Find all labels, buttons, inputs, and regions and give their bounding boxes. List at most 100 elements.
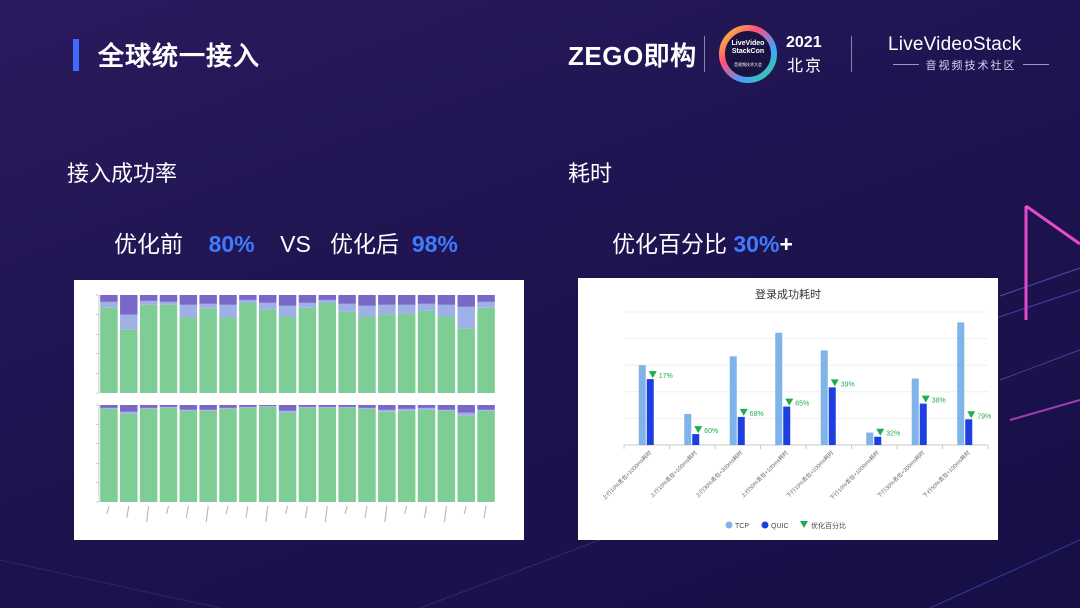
bottom-bar-success xyxy=(378,411,396,502)
improvement-label: 65% xyxy=(795,401,809,408)
bottom-bar-success xyxy=(219,408,237,502)
tcp-bar xyxy=(729,356,737,445)
legend-improvement-marker xyxy=(800,521,808,528)
category-label xyxy=(364,505,368,519)
bottom-bar-failure xyxy=(239,405,257,407)
category-label xyxy=(443,505,447,523)
vs-label: VS xyxy=(280,231,311,257)
livevideostack-logo: LiveVideoStack xyxy=(888,34,1022,55)
badge-subtitle: 音视频技术大会 xyxy=(734,62,762,67)
top-bar-success xyxy=(100,307,118,393)
quic-bar xyxy=(646,379,654,445)
quic-bar xyxy=(874,436,882,445)
bottom-bar-other xyxy=(437,409,456,411)
improvement-marker xyxy=(694,426,703,434)
top-bar-other xyxy=(358,305,376,317)
bottom-bar-other xyxy=(159,406,178,408)
bottom-bar-other xyxy=(219,407,237,409)
improvement-marker xyxy=(739,408,748,416)
bottom-bar-other xyxy=(318,406,337,408)
tcp-bar xyxy=(957,322,965,445)
bottom-bar-failure xyxy=(358,405,376,408)
bottom-bar-success xyxy=(100,408,118,502)
bottom-bar-failure xyxy=(378,405,396,410)
bottom-bar-failure xyxy=(139,405,158,408)
top-bar-other xyxy=(457,306,475,329)
bottom-bar-success xyxy=(318,407,337,502)
improvement-label: 60% xyxy=(704,428,718,435)
bottom-bar-other xyxy=(338,406,356,408)
quic-bar xyxy=(919,403,927,445)
top-bar-other xyxy=(477,301,495,308)
bottom-bar-other xyxy=(298,406,317,408)
top-bar-success xyxy=(258,309,277,393)
improvement-label: 优化百分比 xyxy=(612,231,727,257)
top-bar-other xyxy=(378,304,396,315)
category-label xyxy=(423,505,428,519)
improvement-plus: + xyxy=(779,231,793,257)
logo-divider-2 xyxy=(851,36,852,72)
conference-badge-icon xyxy=(719,25,777,83)
bottom-bar-failure xyxy=(417,405,436,408)
bottom-bar-success xyxy=(278,412,297,502)
improvement-label: 38% xyxy=(932,398,946,405)
bottom-bar-failure xyxy=(437,405,456,410)
bottom-bar-failure xyxy=(338,405,356,407)
top-bar-failure xyxy=(278,295,297,306)
improvement-label: 39% xyxy=(841,381,855,388)
category-label xyxy=(284,505,289,515)
bottom-bar-failure xyxy=(219,405,237,408)
category-label xyxy=(225,505,229,515)
livevideostack-subtitle: 音视频技术社区 xyxy=(893,57,1049,73)
bottom-bar-success xyxy=(338,407,356,502)
bottom-bar-other xyxy=(278,410,297,413)
latency-chart: 登录成功耗时 17% 上行10%丢包+1000ms耗时 60% 上行10%丢包+100m… xyxy=(600,287,991,530)
conference-city: 北京 xyxy=(787,58,824,75)
top-bar-other xyxy=(139,300,158,305)
success-rate-title: 接入成功率 xyxy=(67,161,178,186)
category-label: 下行30%丢包+300ms耗时 xyxy=(875,448,926,499)
quic-bar xyxy=(828,387,836,445)
top-bar-other xyxy=(318,299,337,303)
tcp-bar xyxy=(820,350,828,445)
latency-chart-panel: 登录成功耗时 17% 上行10%丢包+1000ms耗时 60% 上行10%丢包+100m… xyxy=(578,278,998,540)
top-bar-other xyxy=(179,304,198,318)
top-bar-other xyxy=(100,301,118,308)
top-bar-failure xyxy=(179,295,198,305)
category-label: 上行10%丢包+1000ms耗时 xyxy=(600,448,653,501)
top-bar-failure xyxy=(258,295,277,303)
top-bar-other xyxy=(417,303,436,311)
bottom-bar-failure xyxy=(258,405,277,406)
top-bar-failure xyxy=(100,295,118,302)
bottom-bar-success xyxy=(358,408,376,502)
tcp-bar xyxy=(911,378,919,445)
category-label xyxy=(165,505,170,515)
category-label xyxy=(324,505,328,523)
top-bar-failure xyxy=(298,295,317,303)
tcp-bar xyxy=(775,332,783,445)
bottom-bar-other xyxy=(139,407,158,409)
logo-divider xyxy=(704,36,705,72)
bottom-bar-success xyxy=(298,407,317,502)
top-bar-success xyxy=(477,307,495,393)
bottom-bar-failure xyxy=(278,405,297,411)
top-bar-other xyxy=(278,305,297,317)
top-bar-other xyxy=(159,301,178,305)
bottom-bar-failure xyxy=(199,405,217,410)
bottom-bar-success xyxy=(239,407,257,502)
bottom-bar-success xyxy=(397,410,416,502)
bottom-bar-success xyxy=(199,410,217,502)
bottom-bar-success xyxy=(457,415,475,502)
success-rate-chart-panel xyxy=(74,280,524,540)
top-bar-failure xyxy=(219,295,237,305)
category-label xyxy=(265,505,269,523)
top-bar-success xyxy=(378,314,396,393)
improvement-label: 79% xyxy=(977,413,991,420)
after-label: 优化后 xyxy=(330,231,400,257)
category-label: 下行10%丢包+100ms耗时 xyxy=(784,448,835,499)
badge-line-1: LiveVideo xyxy=(731,40,765,47)
success-rate-chart xyxy=(96,294,495,523)
bottom-bar-other xyxy=(179,409,198,411)
top-bar-success xyxy=(219,317,237,393)
